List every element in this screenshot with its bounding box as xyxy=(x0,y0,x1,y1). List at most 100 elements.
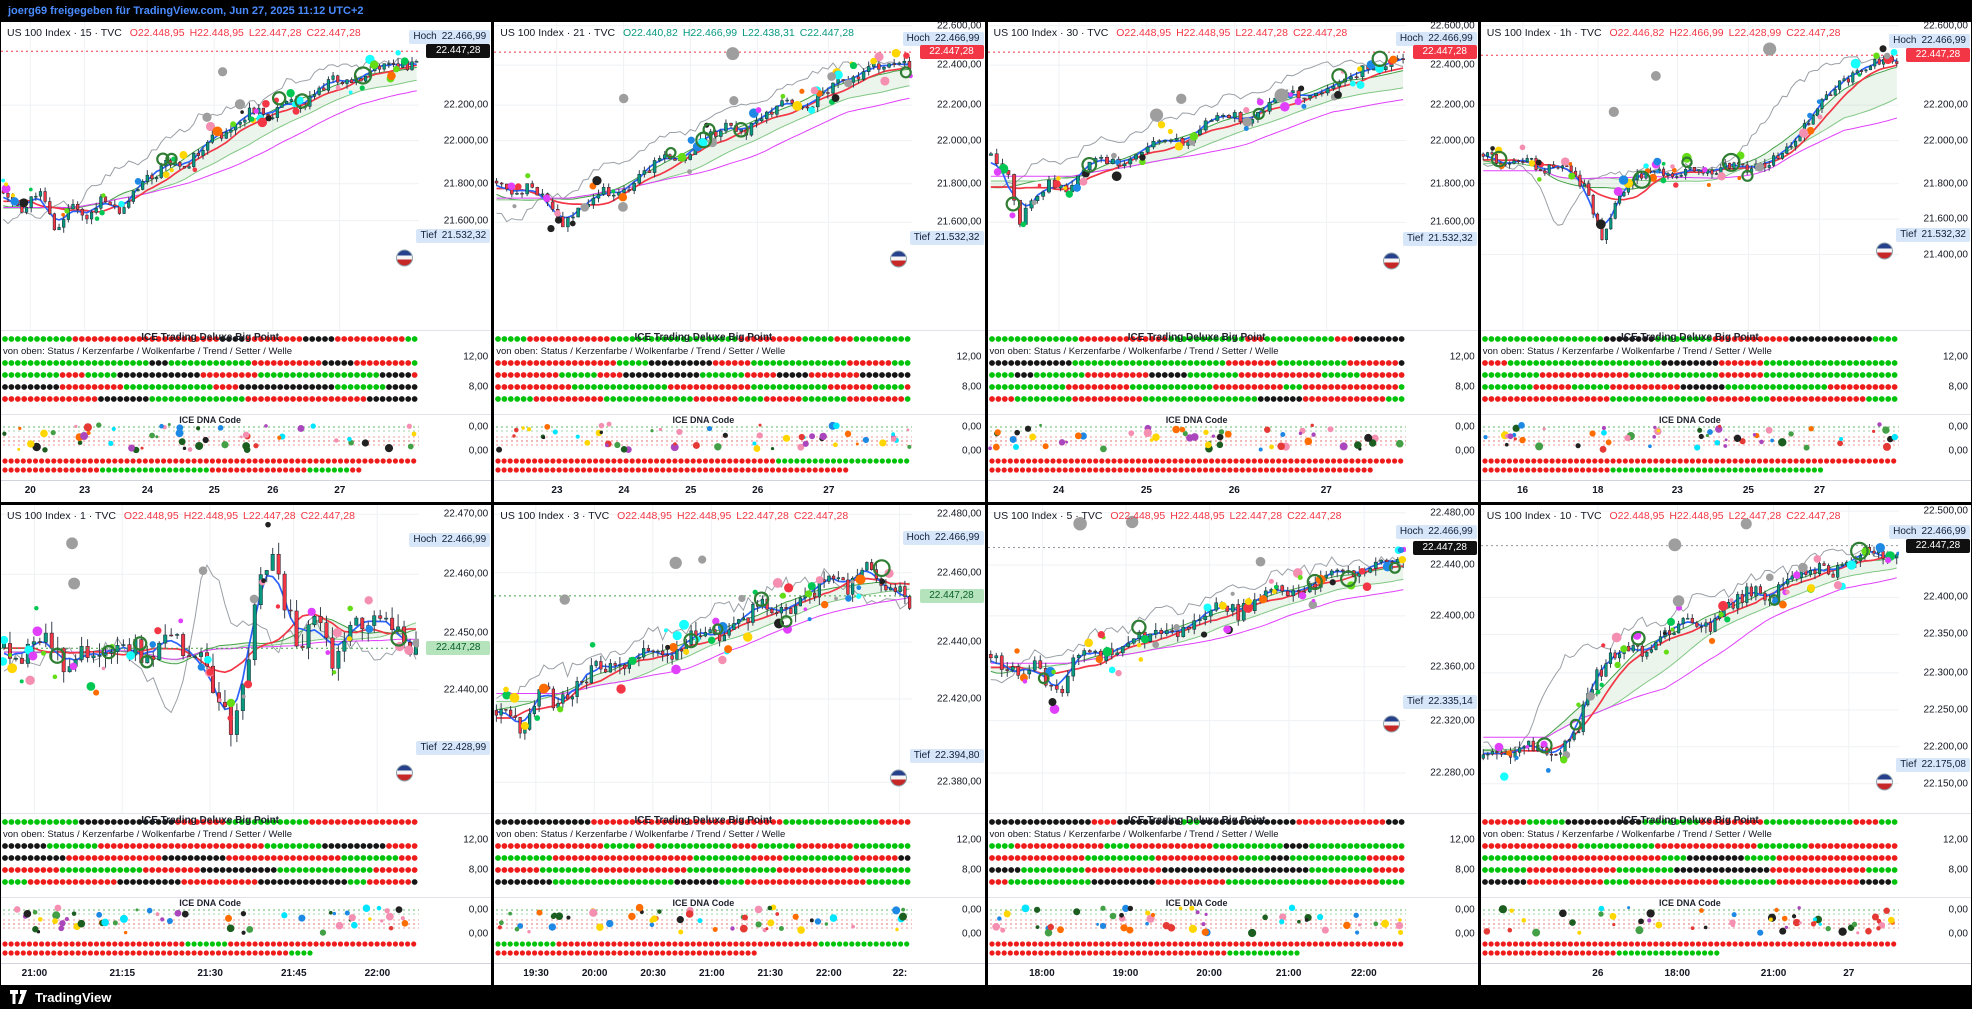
big-point-axis[interactable]: 12,00 8,00 xyxy=(912,331,985,414)
dna-plot-svg[interactable] xyxy=(1,415,491,480)
chart-panel[interactable]: US 100 Index · 3 · TVC O22.448,95 H22.448… xyxy=(494,505,985,985)
dna-axis[interactable]: 0,00 0,00 xyxy=(1899,898,1971,963)
dna-title[interactable]: ICE DNA Code xyxy=(672,415,735,425)
big-point-axis[interactable]: 12,00 8,00 xyxy=(912,814,985,897)
price-chart[interactable]: US 100 Index · 3 · TVC O22.448,95 H22.448… xyxy=(494,505,985,813)
dna-axis[interactable]: 0,00 0,00 xyxy=(1405,898,1478,963)
dna-axis[interactable]: 0,00 0,00 xyxy=(419,898,492,963)
big-point-plot-svg[interactable] xyxy=(1481,331,1971,414)
price-axis[interactable]: 22.600,00 22.400,00 22.200,00 22.000,00 21.8… xyxy=(1395,22,1478,330)
price-axis[interactable]: 22.500,00 22.400,00 22.350,00 22.300,00 22.2… xyxy=(1889,505,1971,813)
dna-title[interactable]: ICE DNA Code xyxy=(1659,415,1721,425)
big-point-title[interactable]: ICE Trading Deluxe Big Point xyxy=(634,815,773,826)
dna-indicator[interactable]: ICE DNA Code 0,00 0,00 xyxy=(987,897,1478,963)
price-chart[interactable]: US 100 Index · 1h · TVC O22.446,82 H22.46… xyxy=(1480,22,1971,330)
time-axis[interactable]: 26 18:00 21:00 27 xyxy=(1480,963,1971,985)
big-point-title[interactable]: ICE Trading Deluxe Big Point xyxy=(1620,332,1759,343)
big-point-axis[interactable]: 12,00 8,00 xyxy=(1899,814,1971,897)
dna-title[interactable]: ICE DNA Code xyxy=(1165,415,1228,425)
price-chart[interactable]: US 100 Index · 30 · TVC O22.448,95 H22.44… xyxy=(987,22,1478,330)
dna-plot-svg[interactable] xyxy=(988,898,1478,963)
dna-plot-svg[interactable] xyxy=(1481,415,1971,480)
dna-indicator[interactable]: ICE DNA Code 0,00 0,00 xyxy=(494,414,985,480)
time-axis[interactable]: 21:00 21:15 21:30 21:45 22:00 xyxy=(1,963,492,985)
chart-panel[interactable]: US 100 Index · 1 · TVC O22.448,95 H22.448… xyxy=(1,505,492,985)
dna-title[interactable]: ICE DNA Code xyxy=(672,898,735,908)
price-chart[interactable]: US 100 Index · 1 · TVC O22.448,95 H22.448… xyxy=(1,505,492,813)
price-plot-svg[interactable] xyxy=(1480,22,1971,330)
dna-indicator[interactable]: ICE DNA Code 0,00 0,00 xyxy=(1,897,492,963)
dna-axis[interactable]: 0,00 0,00 xyxy=(419,415,492,480)
chart-panel[interactable]: US 100 Index · 30 · TVC O22.448,95 H22.44… xyxy=(987,22,1478,502)
big-point-title[interactable]: ICE Trading Deluxe Big Point xyxy=(1620,815,1759,826)
dna-plot-svg[interactable] xyxy=(987,415,1478,480)
big-point-title[interactable]: ICE Trading Deluxe Big Point xyxy=(141,815,280,826)
chart-legend[interactable]: US 100 Index · 21 · TVC O22.440,82 H22.46… xyxy=(500,27,854,39)
big-point-indicator[interactable]: ICE Trading Deluxe Big Point von oben: S… xyxy=(1480,813,1971,897)
chart-panel[interactable]: US 100 Index · 5 · TVC O22.448,95 H22.448… xyxy=(987,505,1478,985)
time-axis[interactable]: 23 24 25 26 27 xyxy=(494,480,985,502)
big-point-indicator[interactable]: ICE Trading Deluxe Big Point von oben: S… xyxy=(494,330,985,414)
chart-legend[interactable]: US 100 Index · 5 · TVC O22.448,95 H22.448… xyxy=(994,510,1342,522)
dna-axis[interactable]: 0,00 0,00 xyxy=(912,415,985,480)
dna-plot-svg[interactable] xyxy=(1,898,491,963)
chart-panel[interactable]: US 100 Index · 1h · TVC O22.446,82 H22.46… xyxy=(1480,22,1971,502)
big-point-plot-svg[interactable] xyxy=(494,331,984,414)
price-axis[interactable]: 22.480,00 22.460,00 22.440,00 22.420,00 22.3… xyxy=(902,505,985,813)
big-point-axis[interactable]: 12,00 8,00 xyxy=(1405,814,1478,897)
chart-panel[interactable]: US 100 Index · 10 · TVC O22.448,95 H22.44… xyxy=(1480,505,1971,985)
dna-indicator[interactable]: ICE DNA Code 0,00 0,00 xyxy=(1480,414,1971,480)
price-axis[interactable]: 22.600,00 22.400,00 22.200,00 22.000,00 21.8… xyxy=(902,22,985,330)
big-point-plot-svg[interactable] xyxy=(988,814,1478,897)
big-point-title[interactable]: ICE Trading Deluxe Big Point xyxy=(1127,815,1266,826)
big-point-title[interactable]: ICE Trading Deluxe Big Point xyxy=(634,332,773,343)
time-axis[interactable]: 16 18 23 25 27 xyxy=(1480,480,1971,502)
time-axis[interactable]: 20 23 24 25 26 27 xyxy=(1,480,492,502)
big-point-plot-svg[interactable] xyxy=(1,814,491,897)
time-axis[interactable]: 19:30 20:00 20:30 21:00 21:30 22:00 22: xyxy=(494,963,985,985)
big-point-axis[interactable]: 12,00 8,00 xyxy=(419,814,492,897)
price-plot-svg[interactable] xyxy=(494,505,984,813)
dna-indicator[interactable]: ICE DNA Code 0,00 0,00 xyxy=(987,414,1478,480)
big-point-axis[interactable]: 12,00 8,00 xyxy=(1405,331,1478,414)
big-point-indicator[interactable]: ICE Trading Deluxe Big Point von oben: S… xyxy=(1,813,492,897)
big-point-indicator[interactable]: ICE Trading Deluxe Big Point von oben: S… xyxy=(987,330,1478,414)
price-plot-svg[interactable] xyxy=(1,505,491,813)
price-axis[interactable]: 22.470,00 22.460,00 22.450,00 22.440,00 Hoch… xyxy=(409,505,492,813)
dna-indicator[interactable]: ICE DNA Code 0,00 0,00 xyxy=(1,414,492,480)
chart-legend[interactable]: US 100 Index · 1 · TVC O22.448,95 H22.448… xyxy=(7,510,355,522)
dna-axis[interactable]: 0,00 0,00 xyxy=(1405,415,1478,480)
big-point-plot-svg[interactable] xyxy=(494,814,984,897)
price-axis[interactable]: 22.480,00 22.440,00 22.400,00 22.360,00 22.3… xyxy=(1395,505,1478,813)
chart-legend[interactable]: US 100 Index · 3 · TVC O22.448,95 H22.448… xyxy=(500,510,848,522)
symbol-title[interactable]: US 100 Index · 15 · TVC xyxy=(7,27,122,39)
price-plot-svg[interactable] xyxy=(987,505,1478,813)
symbol-title[interactable]: US 100 Index · 3 · TVC xyxy=(500,510,610,522)
dna-title[interactable]: ICE DNA Code xyxy=(179,415,241,425)
price-plot-svg[interactable] xyxy=(494,22,984,330)
chart-legend[interactable]: US 100 Index · 15 · TVC O22.448,95 H22.44… xyxy=(7,27,361,39)
dna-title[interactable]: ICE DNA Code xyxy=(1165,898,1228,908)
big-point-plot-svg[interactable] xyxy=(1481,814,1971,897)
symbol-title[interactable]: US 100 Index · 21 · TVC xyxy=(500,27,616,39)
big-point-title[interactable]: ICE Trading Deluxe Big Point xyxy=(1127,332,1266,343)
symbol-title[interactable]: US 100 Index · 30 · TVC xyxy=(993,27,1109,39)
big-point-indicator[interactable]: ICE Trading Deluxe Big Point von oben: S… xyxy=(1480,330,1971,414)
time-axis[interactable]: 24 25 26 27 xyxy=(987,480,1478,502)
big-point-plot-svg[interactable] xyxy=(1,331,491,414)
dna-axis[interactable]: 0,00 0,00 xyxy=(1899,415,1971,480)
dna-plot-svg[interactable] xyxy=(494,898,984,963)
dna-indicator[interactable]: ICE DNA Code 0,00 0,00 xyxy=(494,897,985,963)
price-axis[interactable]: 22.200,00 22.000,00 21.800,00 21.600,00 Hoch… xyxy=(409,22,492,330)
chart-legend[interactable]: US 100 Index · 30 · TVC O22.448,95 H22.44… xyxy=(994,27,1348,39)
dna-indicator[interactable]: ICE DNA Code 0,00 0,00 xyxy=(1480,897,1971,963)
chart-panel[interactable]: US 100 Index · 21 · TVC O22.440,82 H22.46… xyxy=(494,22,985,502)
brand-name[interactable]: TradingView xyxy=(35,989,112,1005)
price-chart[interactable]: US 100 Index · 5 · TVC O22.448,95 H22.448… xyxy=(987,505,1478,813)
chart-legend[interactable]: US 100 Index · 1h · TVC O22.446,82 H22.46… xyxy=(1487,27,1841,39)
price-chart[interactable]: US 100 Index · 10 · TVC O22.448,95 H22.44… xyxy=(1480,505,1971,813)
dna-plot-svg[interactable] xyxy=(494,415,984,480)
dna-title[interactable]: ICE DNA Code xyxy=(1659,898,1721,908)
symbol-title[interactable]: US 100 Index · 5 · TVC xyxy=(993,510,1103,522)
chart-panel[interactable]: US 100 Index · 15 · TVC O22.448,95 H22.44… xyxy=(1,22,492,502)
